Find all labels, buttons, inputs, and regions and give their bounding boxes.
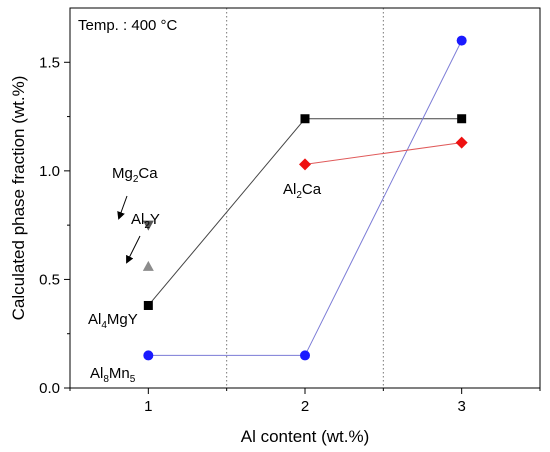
label-al2ca: Al2Ca (283, 181, 322, 201)
label-mg2ca: Mg2Ca (112, 165, 158, 185)
data-point-s2-1 (455, 136, 468, 149)
data-point-s1-1 (300, 350, 310, 361)
data-point-s1-0 (143, 350, 154, 361)
x-tick-label: 1 (144, 398, 152, 415)
data-point-s0-2 (457, 114, 467, 124)
data-point-s4-0 (142, 260, 154, 271)
data-point-s0-0 (143, 300, 153, 310)
y-tick-label: 0.5 (39, 271, 60, 288)
x-tick-label: 2 (301, 398, 309, 415)
y-tick-label: 1.5 (39, 54, 60, 71)
y-tick-label: 1.0 (39, 163, 60, 180)
y-axis-label: Calculated phase fraction (wt.%) (9, 76, 28, 321)
series-labels: Al4MgY Al8Mn5 Al2Ca Mg2Ca Al2Y (88, 165, 322, 385)
y-tick-label: 0.0 (39, 380, 60, 397)
arrow-mg2ca (117, 195, 128, 220)
temperature-annotation: Temp. : 400 °C (78, 17, 178, 34)
data-point-s3-0 (142, 220, 154, 231)
series-line-2 (304, 142, 462, 165)
axes: 1 2 3 0.0 0.5 1.0 1.5 (39, 54, 541, 415)
data-point-s0-1 (300, 114, 310, 124)
data-point-s1-2 (456, 35, 467, 46)
annotation-arrows (117, 195, 141, 264)
label-al4mgy: Al4MgY (88, 311, 138, 331)
series-markers (142, 35, 468, 361)
plot-frame (69, 7, 541, 389)
grid-layer (226, 8, 384, 388)
x-axis-label: Al content (wt.%) (241, 427, 370, 446)
label-al8mn5: Al8Mn5 (90, 365, 136, 385)
label-al2y: Al2Y (131, 211, 160, 231)
x-tick-label: 3 (457, 398, 465, 415)
series-line-0 (147, 118, 462, 306)
arrow-al2y (126, 235, 141, 264)
data-point-s2-0 (299, 158, 311, 171)
